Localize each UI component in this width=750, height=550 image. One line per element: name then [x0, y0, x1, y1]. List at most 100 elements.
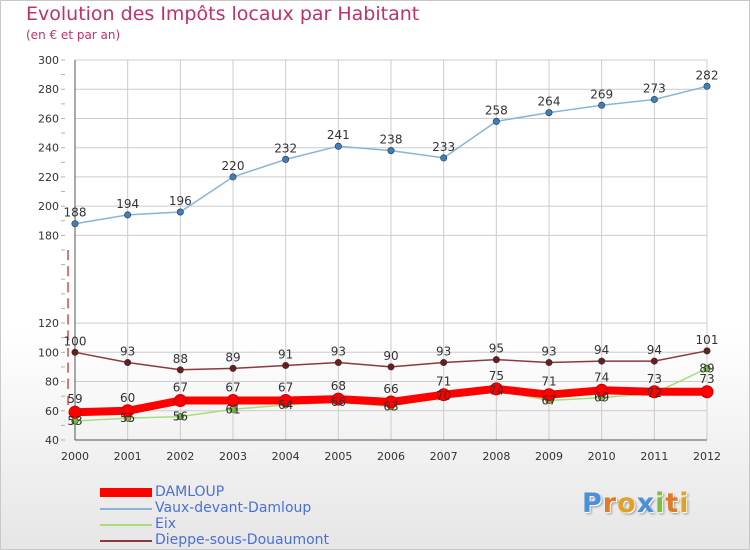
legend-label-vaux: Vaux-devant-Damloup	[155, 500, 312, 516]
x-tick-label: 2003	[219, 450, 247, 463]
data-label-damloup: 73	[647, 372, 662, 386]
data-point-damloup	[279, 394, 293, 408]
data-label-eix: 63	[383, 399, 398, 413]
data-label-damloup: 71	[541, 375, 556, 389]
data-label-damloup: 75	[489, 369, 504, 383]
data-point-vaux	[124, 211, 132, 219]
y-tick-label: 280	[38, 83, 59, 96]
x-tick-label: 2008	[482, 450, 510, 463]
legend-label-damloup: DAMLOUP	[155, 484, 225, 500]
data-point-vaux	[703, 82, 711, 90]
data-label-dieppe: 93	[436, 345, 451, 359]
legend-label-eix: Eix	[155, 516, 177, 532]
data-label-dieppe: 93	[120, 345, 135, 359]
y-tick-label: 260	[38, 112, 59, 125]
logo-letter: o	[617, 488, 637, 519]
data-label-vaux: 233	[432, 140, 455, 154]
data-label-eix: 89	[699, 361, 714, 375]
legend-swatch-damloup	[100, 488, 152, 497]
data-point-eix	[703, 364, 711, 372]
data-label-eix: 53	[67, 414, 82, 428]
data-label-damloup: 60	[120, 391, 135, 405]
data-point-dieppe	[334, 359, 342, 367]
data-label-damloup: 66	[383, 382, 398, 396]
data-point-damloup	[384, 395, 398, 409]
data-label-damloup: 73	[699, 372, 714, 386]
x-tick-label: 2004	[272, 450, 300, 463]
data-label-damloup: 71	[436, 375, 451, 389]
x-tick-label: 2002	[166, 450, 194, 463]
data-point-damloup	[542, 388, 556, 402]
data-label-dieppe: 93	[541, 345, 556, 359]
data-label-vaux: 258	[485, 103, 508, 117]
data-label-damloup: 67	[173, 381, 188, 395]
logo-letter: t	[665, 488, 680, 519]
logo-letter: P	[582, 488, 603, 519]
data-label-eix: 67	[541, 394, 556, 408]
data-point-dieppe	[71, 348, 79, 356]
data-label-eix: 55	[120, 411, 135, 425]
data-point-vaux	[440, 154, 448, 162]
y-tick-label: 240	[38, 142, 59, 155]
data-point-damloup	[700, 385, 714, 399]
data-label-eix: 69	[594, 391, 609, 405]
data-point-dieppe	[124, 359, 132, 367]
data-point-damloup	[437, 388, 451, 402]
data-point-dieppe	[598, 357, 606, 365]
data-point-dieppe	[703, 347, 711, 355]
logo-letter: x	[636, 488, 656, 519]
legend-swatch-vaux	[100, 508, 152, 510]
data-label-vaux: 264	[538, 95, 561, 109]
data-label-vaux: 282	[696, 68, 719, 82]
data-point-dieppe	[176, 366, 184, 374]
data-label-damloup: 59	[67, 392, 82, 406]
chart-title: Evolution des Impôts locaux par Habitant	[26, 3, 420, 25]
data-label-dieppe: 101	[696, 333, 719, 347]
data-point-vaux	[650, 95, 658, 103]
data-label-eix: 64	[278, 398, 293, 412]
data-label-dieppe: 91	[278, 347, 293, 361]
data-label-vaux: 241	[327, 128, 350, 142]
data-label-dieppe: 94	[647, 343, 662, 357]
x-tick-label: 2005	[324, 450, 352, 463]
data-point-vaux	[176, 208, 184, 216]
data-label-vaux: 238	[380, 133, 403, 147]
data-point-vaux	[387, 147, 395, 155]
chart-subtitle: (en € et par an)	[26, 28, 121, 42]
legend-swatch-dieppe	[100, 540, 152, 542]
data-point-damloup	[647, 385, 661, 399]
x-tick-label: 2000	[61, 450, 89, 463]
data-point-vaux	[282, 155, 290, 163]
legend-swatch-eix	[100, 524, 152, 526]
data-point-vaux	[71, 220, 79, 228]
data-point-eix	[176, 413, 184, 421]
x-tick-label: 2010	[588, 450, 616, 463]
data-label-eix: 72	[647, 386, 662, 400]
data-point-dieppe	[387, 363, 395, 371]
data-label-dieppe: 89	[225, 350, 240, 364]
x-tick-label: 2001	[114, 450, 142, 463]
logo-letter: i	[655, 488, 666, 519]
data-point-damloup	[68, 405, 82, 419]
x-tick-label: 2006	[377, 450, 405, 463]
data-point-damloup	[331, 392, 345, 406]
x-tick-label: 2012	[693, 450, 721, 463]
data-point-dieppe	[440, 359, 448, 367]
logo-letter: r	[602, 488, 618, 519]
y-tick-label: 80	[45, 376, 59, 389]
y-tick-label: 200	[38, 200, 59, 213]
y-tick-label: 60	[45, 405, 59, 418]
data-label-eix: 70	[436, 389, 451, 403]
data-point-vaux	[229, 173, 237, 181]
y-tick-label: 120	[38, 317, 59, 330]
data-point-damloup	[489, 382, 503, 396]
y-tick-label: 180	[38, 229, 59, 242]
data-label-dieppe: 100	[64, 334, 87, 348]
x-tick-label: 2007	[430, 450, 458, 463]
data-point-dieppe	[492, 356, 500, 364]
x-tick-label: 2009	[535, 450, 563, 463]
data-point-damloup	[173, 394, 187, 408]
data-label-eix: 74	[489, 383, 504, 397]
